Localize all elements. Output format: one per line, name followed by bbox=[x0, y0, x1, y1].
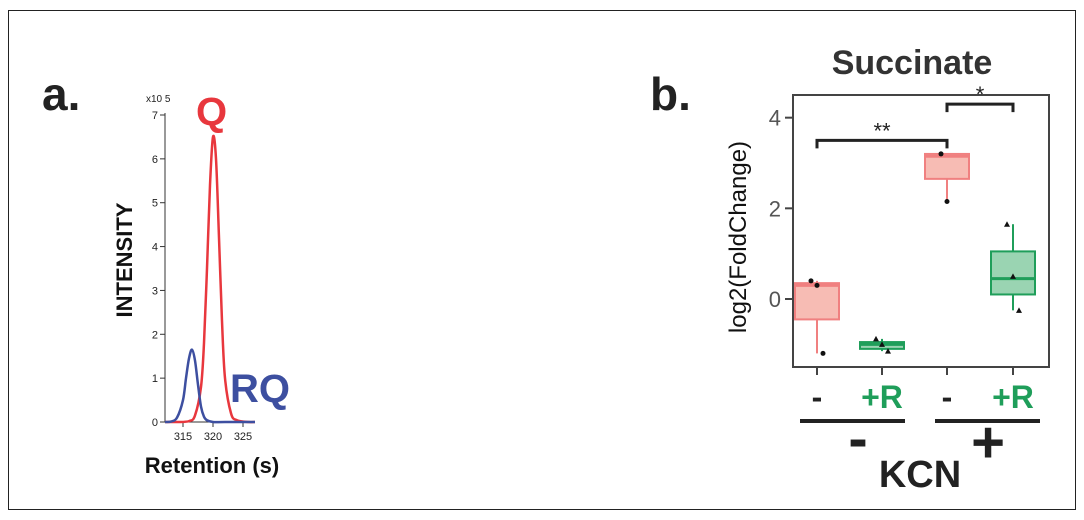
y-tick-label: 2 bbox=[152, 329, 158, 341]
box-2 bbox=[859, 335, 905, 354]
kcn-group-minus: - bbox=[848, 406, 867, 471]
panel-a-letter: a. bbox=[42, 68, 80, 120]
panel-b-y-axis-label: log2(FoldChange) bbox=[725, 141, 752, 333]
box-4 bbox=[990, 221, 1036, 313]
category-label: - bbox=[942, 379, 953, 415]
series-label-rq: RQ bbox=[230, 367, 290, 411]
figure-frame bbox=[8, 10, 1076, 510]
data-point bbox=[944, 199, 950, 205]
data-point bbox=[938, 151, 944, 157]
y-tick-label: 6 bbox=[152, 154, 158, 166]
box-1 bbox=[794, 278, 840, 356]
series-line-rq bbox=[164, 348, 255, 424]
y-tick-label: 4 bbox=[152, 242, 158, 254]
series-line-q bbox=[164, 134, 256, 424]
y-tick-label: 2 bbox=[769, 196, 781, 221]
significance-label: * bbox=[976, 82, 985, 107]
y-scale-label: x10 5 bbox=[146, 94, 171, 105]
bracket-line bbox=[815, 138, 949, 149]
panel-a-series bbox=[164, 134, 256, 424]
significance-label: ** bbox=[873, 118, 891, 143]
panel-b-letter: b. bbox=[650, 68, 691, 120]
significance-bracket: * bbox=[945, 82, 1015, 113]
panel-b-plot: 024***- +R - +R- + bbox=[769, 82, 1050, 475]
bracket-line bbox=[945, 102, 1015, 113]
box-body bbox=[794, 282, 840, 321]
box-body bbox=[990, 250, 1036, 296]
data-point bbox=[885, 348, 891, 354]
data-point bbox=[1010, 273, 1016, 279]
data-point bbox=[820, 350, 826, 356]
y-tick-label: 0 bbox=[769, 287, 781, 312]
data-point bbox=[879, 341, 885, 347]
category-label: +R bbox=[992, 379, 1034, 415]
category-label: - bbox=[812, 379, 823, 415]
x-tick-label: 315 bbox=[174, 431, 192, 443]
y-tick-label: 4 bbox=[769, 106, 781, 131]
data-point bbox=[1016, 307, 1022, 313]
y-tick-label: 5 bbox=[152, 198, 158, 210]
data-point bbox=[1004, 221, 1010, 227]
significance-bracket: ** bbox=[815, 118, 949, 149]
panel-b-plot-frame bbox=[792, 94, 1050, 368]
data-point bbox=[873, 335, 879, 342]
y-tick-label: 7 bbox=[152, 110, 158, 122]
category-label: +R bbox=[861, 379, 903, 415]
panel-a: a. x10 5 0 1 2 3 4 5 6 7 315 320 325 INTENSITY Ret… bbox=[42, 68, 290, 478]
kcn-group-plus: + bbox=[971, 410, 1005, 475]
panel-a-y-axis-label: INTENSITY bbox=[112, 202, 137, 317]
panel-a-x-axis-label: Retention (s) bbox=[145, 453, 279, 478]
kcn-label: KCN bbox=[879, 454, 961, 496]
y-tick-label: 0 bbox=[152, 417, 158, 429]
box-body bbox=[924, 152, 970, 180]
y-tick-label: 1 bbox=[152, 373, 158, 385]
panel-b-title: Succinate bbox=[832, 44, 993, 82]
y-tick-label: 3 bbox=[152, 285, 158, 297]
panel-b: b. Succinate log2(FoldChange) 024***- +R -… bbox=[650, 44, 1050, 496]
series-label-q: Q bbox=[196, 90, 227, 134]
panel-a-axes: 0 1 2 3 4 5 6 7 315 320 325 bbox=[152, 110, 255, 443]
x-tick-label: 325 bbox=[234, 431, 252, 443]
box-3 bbox=[924, 151, 970, 205]
data-point bbox=[814, 282, 820, 288]
x-tick-label: 320 bbox=[204, 431, 222, 443]
data-point bbox=[808, 278, 814, 284]
